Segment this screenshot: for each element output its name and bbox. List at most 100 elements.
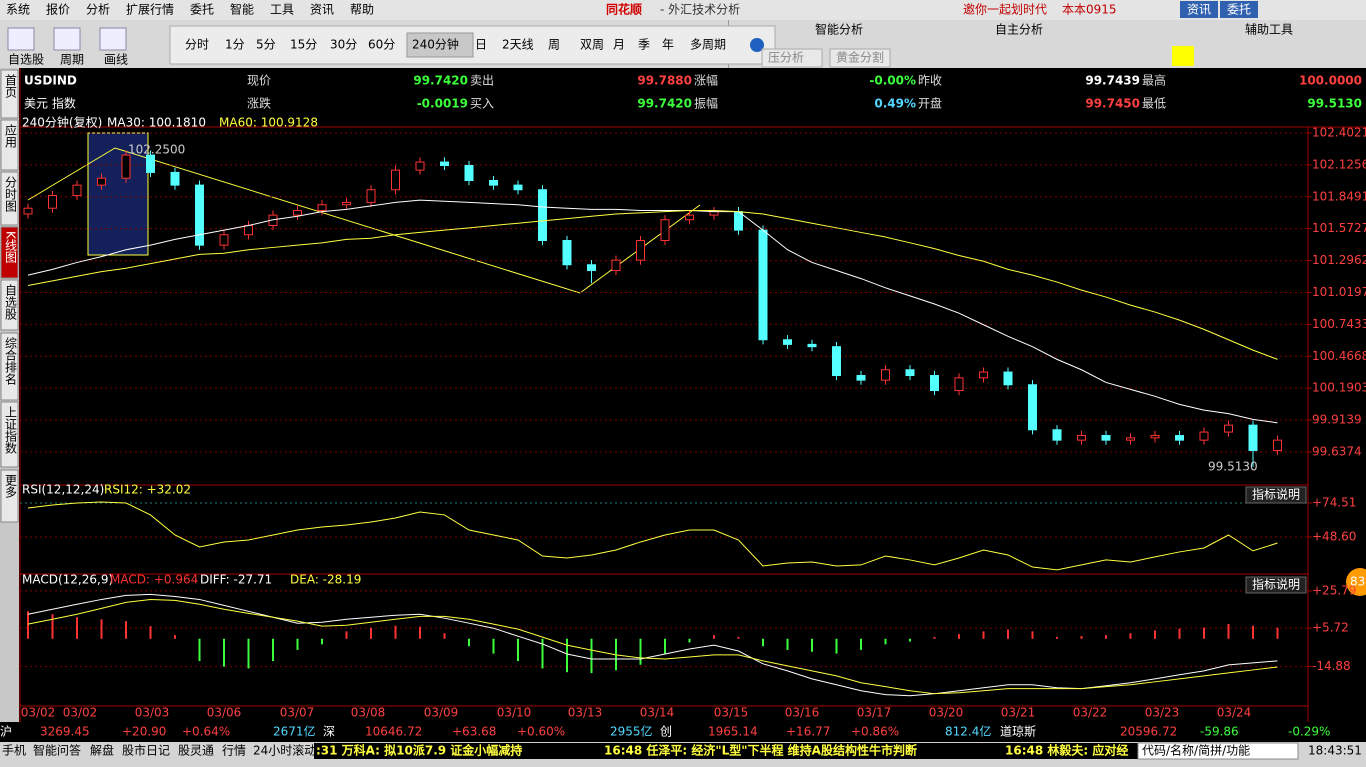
period-button[interactable]: 30分 (330, 38, 357, 52)
status-item: 1965.14 (708, 725, 758, 739)
side-tab[interactable] (0, 469, 19, 523)
ticker-button[interactable]: 行情 (222, 744, 246, 758)
side-tab[interactable] (0, 279, 19, 331)
period-button[interactable]: 60分 (368, 38, 395, 52)
side-tab[interactable] (0, 119, 19, 171)
period-button[interactable]: 月 (613, 38, 625, 52)
y-tick-label: 101.8491 (1312, 189, 1366, 203)
period-button[interactable]: 双周 (580, 38, 604, 52)
ticker-button[interactable]: 智能问答 (33, 743, 81, 758)
indicator-line (27, 210, 1278, 360)
quote-value: -0.00% (869, 74, 916, 88)
menu-item[interactable]: 帮助 (350, 3, 374, 17)
period-button[interactable]: 240分钟 (412, 37, 459, 52)
status-item: 2955亿 (610, 724, 653, 739)
menu-item[interactable]: 报价 (46, 2, 70, 17)
period-button[interactable]: 分时 (185, 38, 209, 52)
y-tick-label: 100.1903 (1312, 381, 1366, 395)
side-tab[interactable] (0, 226, 19, 279)
promo[interactable]: 邀你一起划时代 (963, 2, 1047, 17)
candle-body (905, 369, 915, 377)
side-tab[interactable] (0, 171, 19, 226)
news-item[interactable]: 16:48 林毅夫: 应对经 (1005, 743, 1128, 758)
candle-body (856, 375, 866, 381)
badge[interactable] (1346, 568, 1366, 596)
menu-item[interactable]: 资讯 (310, 3, 334, 17)
status-item: 812.4亿 (945, 724, 991, 739)
y-tick-label: +25.79 (1312, 583, 1356, 597)
ticker-button[interactable]: 股灵通 (178, 744, 214, 758)
help-button[interactable] (1245, 576, 1307, 594)
ticker-button[interactable]: 股市日记 (122, 743, 170, 758)
annotation: 99.5130 (1208, 460, 1258, 474)
candle-body (195, 184, 204, 246)
ticker-button[interactable]: 手机 (2, 744, 26, 758)
menu-item[interactable]: 工具 (270, 3, 294, 17)
side-tab[interactable] (0, 401, 19, 468)
tool-icon[interactable] (99, 27, 127, 51)
period-button[interactable]: 15分 (290, 38, 317, 52)
period-button[interactable]: 5分 (256, 38, 276, 52)
settings-icon[interactable] (750, 38, 764, 52)
side-tab[interactable] (0, 69, 19, 119)
indicator-line (27, 199, 1278, 424)
x-tick-label: 03/06 (207, 706, 242, 720)
menu-item[interactable]: 智能 (230, 2, 254, 17)
selection-box (87, 132, 149, 256)
candle-body (366, 189, 376, 203)
period-button[interactable]: 日 (475, 38, 487, 52)
candle-body (513, 184, 523, 191)
y-tick-label: 102.4021 (1312, 125, 1366, 139)
tool-label[interactable]: 画线 (104, 53, 128, 67)
period-button[interactable]: 周 (548, 38, 560, 52)
tool-label[interactable]: 周期 (60, 53, 84, 67)
status-item: +0.64% (182, 725, 230, 739)
status-item: 2671亿 (273, 724, 316, 739)
top-button[interactable] (1220, 1, 1258, 18)
ticker-button[interactable]: 24小时滚动 (253, 743, 316, 758)
color-swatch[interactable] (1172, 46, 1194, 66)
candle-body (538, 189, 547, 242)
status-item: +63.68 (452, 725, 496, 739)
period-button[interactable]: 2天线 (502, 38, 534, 52)
panel-title: 辅助工具 (1245, 23, 1293, 37)
panel-button[interactable] (829, 48, 891, 68)
x-tick-label: 03/15 (714, 706, 749, 720)
candle-body (146, 154, 155, 173)
panel-button[interactable] (761, 48, 823, 68)
x-tick-label: 03/21 (1001, 706, 1036, 720)
candle-body (1175, 435, 1184, 441)
period-button[interactable]: 年 (662, 38, 674, 52)
side-tab-label: 应用 (4, 123, 18, 149)
status-item: 沪 (0, 725, 12, 739)
tool-icon[interactable] (53, 27, 81, 51)
news-item[interactable]: 16:48 任泽平: 经济"L型"下半程 维持A股结构性牛市判断 (604, 743, 917, 758)
top-button[interactable] (1180, 1, 1218, 18)
candle-body (1248, 424, 1258, 452)
help-button[interactable] (1245, 486, 1307, 504)
side-tab[interactable] (0, 332, 19, 401)
x-tick-label: 03/23 (1145, 706, 1180, 720)
candle-body (489, 180, 498, 186)
tool-label[interactable]: 自选股 (8, 53, 44, 67)
quote-label: 现价 (247, 74, 271, 88)
period-button[interactable]: 1分 (225, 38, 245, 52)
menu-item[interactable]: 系统 (6, 3, 30, 17)
news-item[interactable]: :31 万科A: 拟10派7.9 证金小幅减持 (316, 743, 522, 758)
tool-icon[interactable] (7, 27, 35, 51)
quote-value: 99.7420 (413, 74, 468, 88)
status-item: +16.77 (786, 725, 830, 739)
app-subtitle: - 外汇技术分析 (660, 3, 740, 17)
search-placeholder: 代码/名称/简拼/功能 (1142, 743, 1250, 758)
menu-item[interactable]: 分析 (86, 3, 110, 17)
period-button[interactable]: 季 (638, 38, 650, 52)
search-box[interactable] (1137, 742, 1299, 760)
menu-item[interactable]: 委托 (190, 3, 214, 17)
quote-value: 99.7450 (1085, 97, 1140, 111)
quote-value: 0.49% (874, 97, 916, 111)
ticker-button[interactable]: 解盘 (90, 743, 114, 758)
menu-item[interactable]: 扩展行情 (126, 3, 174, 17)
period-button[interactable]: 多周期 (690, 38, 726, 52)
quote-value: 100.0000 (1299, 74, 1362, 88)
